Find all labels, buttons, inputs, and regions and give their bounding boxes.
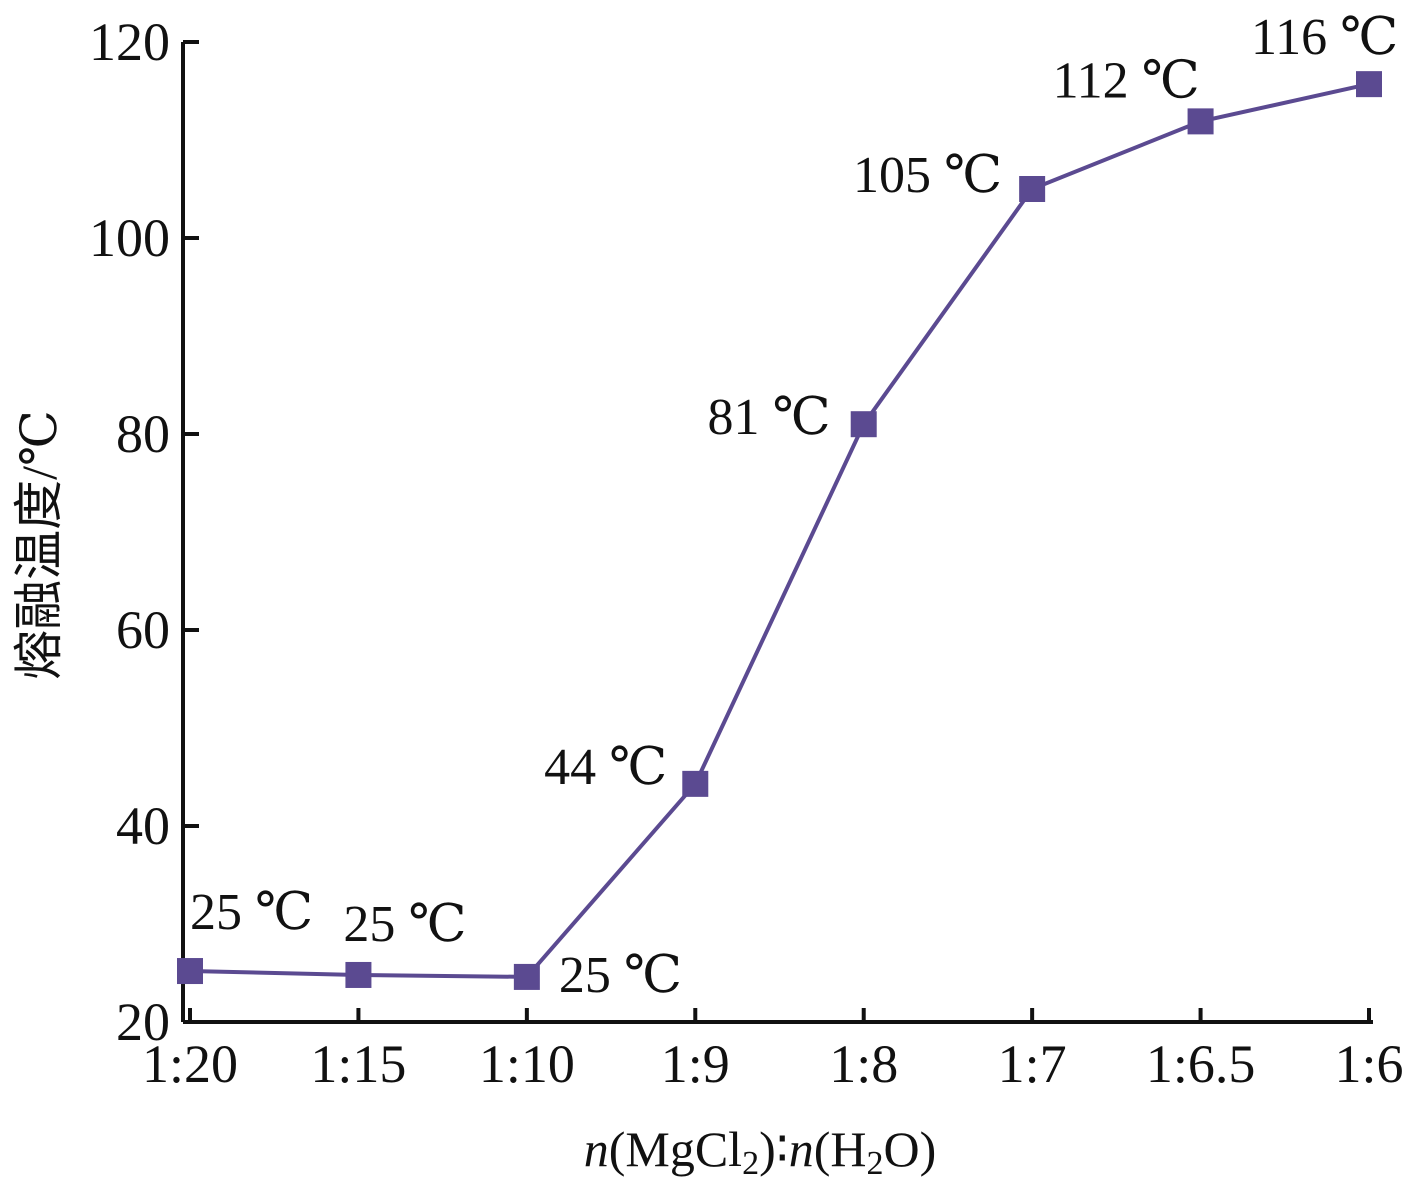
- x-tick-label: 1:6: [1334, 1034, 1403, 1094]
- data-label: 25 ℃: [190, 884, 313, 941]
- y-tick-label: 20: [116, 992, 170, 1052]
- y-tick-label: 40: [116, 796, 170, 856]
- data-point-marker: [1187, 108, 1214, 135]
- data-label: 116 ℃: [1251, 9, 1398, 66]
- x-tick-label: 1:20: [142, 1034, 238, 1094]
- data-label: 81 ℃: [708, 389, 831, 446]
- x-tick-label: 1:6.5: [1146, 1034, 1256, 1094]
- data-point-marker: [513, 963, 540, 990]
- data-label: 25 ℃: [343, 896, 466, 953]
- y-tick-label: 120: [89, 12, 170, 72]
- y-tick-label: 80: [116, 404, 170, 464]
- x-tick-label: 1:9: [661, 1034, 730, 1094]
- data-point-marker: [1356, 71, 1382, 98]
- data-point-marker: [345, 961, 372, 988]
- data-label: 44 ℃: [544, 739, 667, 796]
- x-axis-ticks: 1:20 1:15 1:10 1:9 1:8 1:7 1:6.5 1:6: [142, 1008, 1404, 1094]
- y-tick-label: 100: [89, 208, 170, 268]
- x-tick-label: 1:10: [479, 1034, 575, 1094]
- data-label: 112 ℃: [1053, 52, 1200, 109]
- series-line: [189, 82, 1370, 979]
- x-tick-label: 1:8: [829, 1034, 898, 1094]
- x-axis-title: n(MgCl2)∶n(H2O): [584, 1121, 937, 1181]
- data-point-marker: [682, 770, 709, 797]
- data-point-marker: [850, 411, 877, 438]
- x-tick-label: 1:15: [310, 1034, 406, 1094]
- data-point-marker: [177, 958, 203, 985]
- y-axis-ticks: 20 40 60 80 100 120: [89, 12, 199, 1052]
- data-point-marker: [1019, 176, 1046, 202]
- y-axis-title: 熔融温度/℃: [11, 410, 67, 680]
- data-points: [177, 71, 1382, 990]
- data-labels: 25 ℃ 25 ℃ 25 ℃ 44 ℃ 81 ℃ 105 ℃ 112 ℃ 116 ℃: [190, 9, 1398, 1004]
- x-tick-label: 1:7: [998, 1034, 1067, 1094]
- data-label: 105 ℃: [853, 147, 1002, 204]
- series-line-path: [189, 82, 1370, 979]
- data-label: 25 ℃: [559, 947, 682, 1004]
- y-tick-label: 60: [116, 600, 170, 660]
- axes: [181, 42, 1373, 1024]
